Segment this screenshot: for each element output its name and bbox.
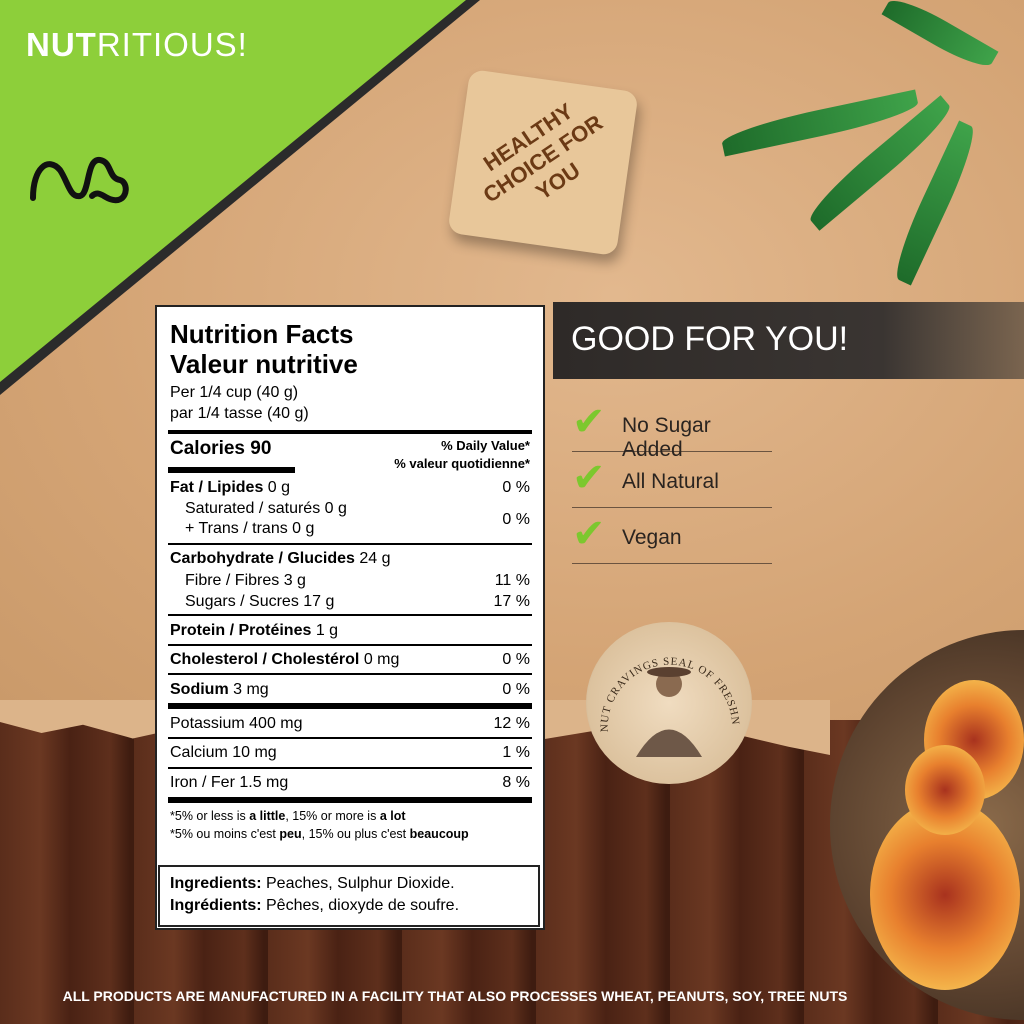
nutrition-facts-label: Nutrition Facts Valeur nutritive Per 1/4…: [155, 305, 545, 930]
cholesterol-row: Cholesterol / Cholestérol 0 mg: [170, 651, 400, 668]
divider: [168, 467, 295, 473]
good-for-you-banner: GOOD FOR YOU!: [553, 302, 1024, 379]
divider: [168, 737, 532, 739]
serving-en: Per 1/4 cup (40 g): [170, 384, 299, 401]
nc-logo-icon: [30, 157, 129, 204]
title-en: Nutrition Facts: [170, 319, 354, 349]
title-fr: Valeur nutritive: [170, 349, 358, 379]
sodium-row: Sodium 3 mg: [170, 681, 269, 698]
footnote-fr: *5% ou moins c'est peu, 15% ou plus c'es…: [170, 827, 469, 841]
potassium: Potassium 400 mg: [170, 715, 303, 732]
fat-dv: 0 %: [502, 479, 530, 496]
iron: Iron / Fer 1.5 mg: [170, 774, 289, 791]
claim-item: ✔ Vegan: [572, 514, 772, 564]
claim-item: ✔ No Sugar Added: [572, 400, 772, 461]
calcium-dv: 1 %: [502, 744, 530, 761]
divider: [168, 644, 532, 646]
chol-dv: 0 %: [502, 651, 530, 668]
divider: [168, 543, 532, 545]
claim-label: Vegan: [622, 526, 682, 549]
ingredients-box: Ingredients: Peaches, Sulphur Dioxide. I…: [158, 865, 540, 927]
saturated: Saturated / saturés 0 g: [185, 500, 347, 517]
checkmark-icon: ✔: [572, 456, 606, 500]
checkmark-icon: ✔: [572, 400, 606, 444]
potassium-dv: 12 %: [493, 715, 530, 732]
claim-label: No Sugar Added: [622, 414, 711, 461]
footnote-en: *5% or less is a little, 15% or more is …: [170, 809, 406, 823]
sat-dv: 0 %: [502, 511, 530, 528]
healthy-choice-tag: HEALTHY CHOICE FOR YOU: [447, 68, 639, 257]
sodium-dv: 0 %: [502, 681, 530, 698]
divider: [168, 673, 532, 675]
calories: Calories 90: [170, 438, 272, 459]
trans: + Trans / trans 0 g: [185, 520, 315, 537]
divider: [168, 703, 532, 709]
fat-row: Fat / Lipides 0 g: [170, 479, 291, 496]
protein-row: Protein / Protéines 1 g: [170, 622, 339, 639]
divider: [168, 430, 532, 434]
fibre: Fibre / Fibres 3 g: [185, 572, 306, 589]
iron-dv: 8 %: [502, 774, 530, 791]
sugars: Sugars / Sucres 17 g: [185, 593, 335, 610]
ingredients-fr: Ingrédients: Pêches, dioxyde de soufre.: [170, 897, 460, 914]
claim-label: All Natural: [622, 470, 719, 493]
serving-fr: par 1/4 tasse (40 g): [170, 405, 309, 422]
divider: [168, 614, 532, 616]
carb-row: Carbohydrate / Glucides 24 g: [170, 550, 391, 567]
fibre-dv: 11 %: [494, 572, 530, 589]
claim-item: ✔ All Natural: [572, 458, 772, 508]
dv-en: % Daily Value*: [441, 438, 530, 453]
calcium: Calcium 10 mg: [170, 744, 277, 761]
brand-title: NUTRITIOUS!: [26, 26, 248, 63]
checkmark-icon: ✔: [572, 512, 606, 556]
freshness-seal: NUT CRAVINGS SEAL OF FRESHNESS: [586, 622, 752, 784]
divider: [168, 767, 532, 769]
allergen-footer: ALL PRODUCTS ARE MANUFACTURED IN A FACIL…: [62, 988, 848, 1004]
sugars-dv: 17 %: [493, 593, 530, 610]
divider: [168, 797, 532, 803]
ingredients-en: Ingredients: Peaches, Sulphur Dioxide.: [170, 875, 455, 892]
dv-fr: % valeur quotidienne*: [394, 456, 530, 471]
dried-peach: [905, 745, 985, 835]
